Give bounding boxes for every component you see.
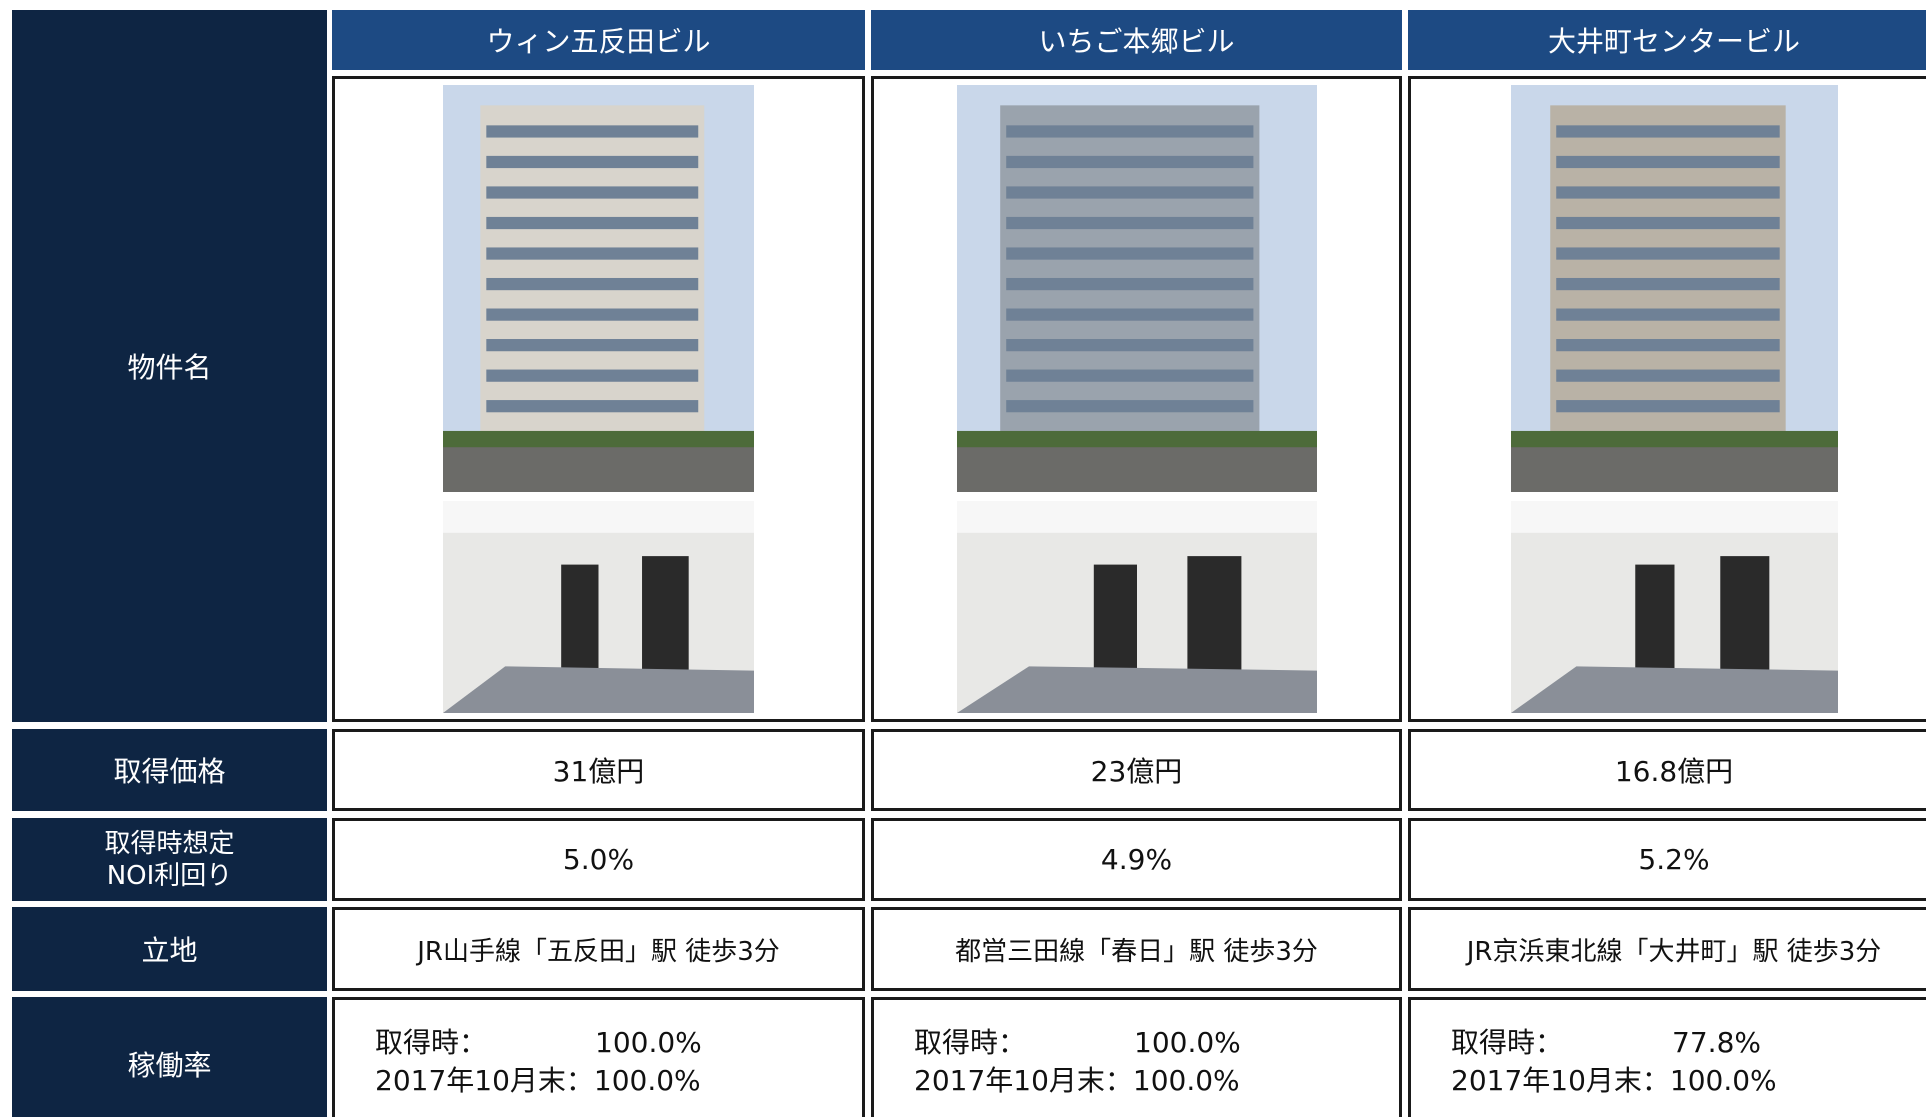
occupancy-line: 取得時：100.0% (375, 1024, 701, 1062)
occupancy: 取得時：100.0%2017年10月末：100.0% (332, 997, 865, 1117)
occupancy-value: 100.0% (595, 1024, 685, 1062)
occupancy-value: 100.0% (594, 1062, 701, 1100)
occupancy-label: 2017年10月末： (1451, 1062, 1670, 1100)
occupancy-value: 100.0% (1670, 1062, 1777, 1100)
occupancy-line: 2017年10月末：100.0% (914, 1062, 1240, 1100)
noi-yield: 5.2% (1408, 818, 1926, 901)
lobby-photo (443, 501, 754, 713)
row-label: 立地 (12, 907, 327, 991)
occupancy-label: 2017年10月末： (375, 1062, 594, 1100)
location: JR山手線「五反田」駅 徒歩3分 (332, 907, 865, 991)
exterior-photo (1511, 85, 1838, 492)
occupancy-label: 取得時： (914, 1024, 1134, 1062)
occupancy-line: 2017年10月末：100.0% (375, 1062, 701, 1100)
price: 16.8億円 (1408, 729, 1926, 811)
occupancy-label: 取得時： (1451, 1024, 1671, 1062)
occupancy-value: 100.0% (1134, 1024, 1224, 1062)
occupancy-lines: 取得時：100.0%2017年10月末：100.0% (375, 1024, 701, 1100)
exterior-photo (957, 85, 1317, 492)
occupancy-label: 取得時： (375, 1024, 595, 1062)
occupancy-label: 2017年10月末： (914, 1062, 1133, 1100)
row-label: 稼働率 (12, 997, 327, 1117)
location: JR京浜東北線「大井町」駅 徒歩3分 (1408, 907, 1926, 991)
property-name: ウィン五反田ビル (332, 10, 865, 70)
exterior-photo (443, 85, 754, 492)
occupancy-line: 取得時：100.0% (914, 1024, 1240, 1062)
noi-yield: 4.9% (871, 818, 1402, 901)
occupancy-line: 取得時：77.8% (1451, 1024, 1777, 1062)
price: 31億円 (332, 729, 865, 811)
noi-yield: 5.0% (332, 818, 865, 901)
price: 23億円 (871, 729, 1402, 811)
property-table: 物件名取得価格取得時想定NOI利回り立地稼働率ウィン五反田ビル31億円5.0%J… (0, 0, 1926, 1117)
occupancy-lines: 取得時：100.0%2017年10月末：100.0% (914, 1024, 1240, 1100)
property-name: いちご本郷ビル (871, 10, 1402, 70)
occupancy: 取得時：100.0%2017年10月末：100.0% (871, 997, 1402, 1117)
row-label: 取得価格 (12, 729, 327, 811)
property-name: 大井町センタービル (1408, 10, 1926, 70)
occupancy-value: 100.0% (1133, 1062, 1240, 1100)
occupancy-lines: 取得時：77.8%2017年10月末：100.0% (1451, 1024, 1777, 1100)
occupancy: 取得時：77.8%2017年10月末：100.0% (1408, 997, 1926, 1117)
row-label-line: 取得時想定 (104, 828, 234, 860)
row-label: 物件名 (12, 10, 327, 722)
lobby-photo (957, 501, 1317, 713)
location: 都営三田線「春日」駅 徒歩3分 (871, 907, 1402, 991)
lobby-photo (1511, 501, 1838, 713)
occupancy-line: 2017年10月末：100.0% (1451, 1062, 1777, 1100)
occupancy-value: 77.8% (1671, 1024, 1761, 1062)
row-label-line: NOI利回り (107, 860, 233, 892)
